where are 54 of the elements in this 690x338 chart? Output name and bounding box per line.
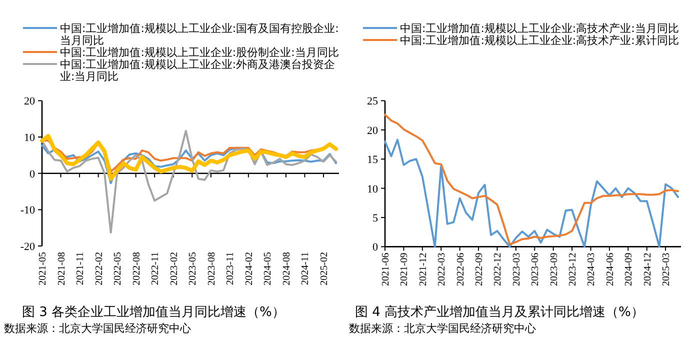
x-tick-label: 2023-05 bbox=[188, 252, 199, 286]
line-series bbox=[40, 134, 338, 181]
x-tick-label: 2024-11 bbox=[300, 252, 312, 285]
x-tick-label: 2024-03 bbox=[586, 252, 598, 286]
x-tick-label: 2024-12 bbox=[642, 252, 654, 286]
x-tick-label: 2022-08 bbox=[131, 252, 142, 286]
x-tick-label: 2024-06 bbox=[604, 252, 616, 286]
y-tick-label: 5 bbox=[372, 212, 378, 224]
legend-label: 中国:工业增加值:规模以上工业企业:高技术产业:累计同比 bbox=[400, 34, 679, 47]
x-tick-label: 2023-11 bbox=[225, 252, 236, 285]
x-tick-label: 2022-09 bbox=[474, 252, 486, 286]
y-tick-label: 10 bbox=[24, 132, 36, 144]
x-tick-label: 2024-02 bbox=[244, 252, 255, 286]
x-tick-label: 2023-08 bbox=[206, 252, 218, 286]
y-tick-label: 10 bbox=[367, 183, 378, 196]
x-tick-label: 2022-02 bbox=[94, 252, 105, 286]
x-tick-label: 2024-05 bbox=[262, 252, 274, 286]
x-tick-label: 2024-08 bbox=[281, 252, 292, 286]
x-tick-label: 2023-09 bbox=[548, 252, 560, 286]
y-tick-label: 0 bbox=[372, 242, 378, 254]
x-tick-label: 2021-06 bbox=[380, 252, 392, 286]
text: 图 3 各类企业工业增加值当月同比增速（%） bbox=[22, 305, 285, 320]
x-tick-label: 2022-12 bbox=[492, 252, 504, 286]
x-tick-label: 2021-12 bbox=[418, 252, 429, 286]
x-tick-label: 2022-05 bbox=[112, 252, 124, 286]
y-tick-label: 20 bbox=[367, 124, 378, 137]
x-tick-label: 2022-11 bbox=[150, 252, 162, 285]
line-series bbox=[41, 130, 337, 234]
x-tick-label: 2025-02 bbox=[318, 252, 330, 286]
source-note: 数据来源：北京大学国民经济研究中心 bbox=[349, 322, 536, 335]
x-tick-label: 2021-05 bbox=[38, 252, 48, 286]
x-tick-label: 2023-02 bbox=[168, 252, 180, 286]
x-tick-label: 2021-11 bbox=[75, 252, 86, 285]
x-tick-label: 2021-09 bbox=[399, 252, 410, 286]
legend-label: 中国:工业增加值:规模以上工业企业:国有及国有控股企业:当月同比 bbox=[60, 22, 339, 47]
x-tick-label: 2023-06 bbox=[530, 252, 542, 286]
text: 图 4 高技术产业增加值当月及累计同比增速（%） bbox=[355, 304, 644, 320]
y-tick-label: 20 bbox=[24, 96, 36, 108]
y-tick-label: -10 bbox=[20, 204, 36, 217]
x-tick-label: 2024-09 bbox=[624, 252, 635, 286]
y-tick-label: -20 bbox=[20, 241, 36, 253]
y-tick-label: 25 bbox=[367, 96, 378, 108]
legend-label: 中国:工业增加值:规模以上工业企业:外商及港澳台投资企业:当月同比 bbox=[60, 58, 336, 83]
legend-label: 中国:工业增加值:规模以上工业企业:股份制企业:当月同比 bbox=[60, 46, 339, 59]
x-tick-label: 2022-06 bbox=[455, 252, 466, 286]
y-tick-label: 0 bbox=[30, 168, 36, 180]
x-tick-label: 2022-03 bbox=[436, 252, 448, 286]
x-tick-label: 2021-08 bbox=[56, 252, 68, 286]
x-tick-label: 2023-03 bbox=[511, 252, 522, 286]
x-tick-label: 2023-12 bbox=[568, 252, 579, 286]
x-tick-label: 2025-03 bbox=[661, 252, 672, 286]
y-tick-label: 15 bbox=[367, 154, 378, 166]
source-note: 数据来源：北京大学国民经济研究中心 bbox=[4, 322, 191, 335]
legend-label: 中国:工业增加值:规模以上工业企业:高技术产业:当月同比 bbox=[400, 22, 679, 35]
